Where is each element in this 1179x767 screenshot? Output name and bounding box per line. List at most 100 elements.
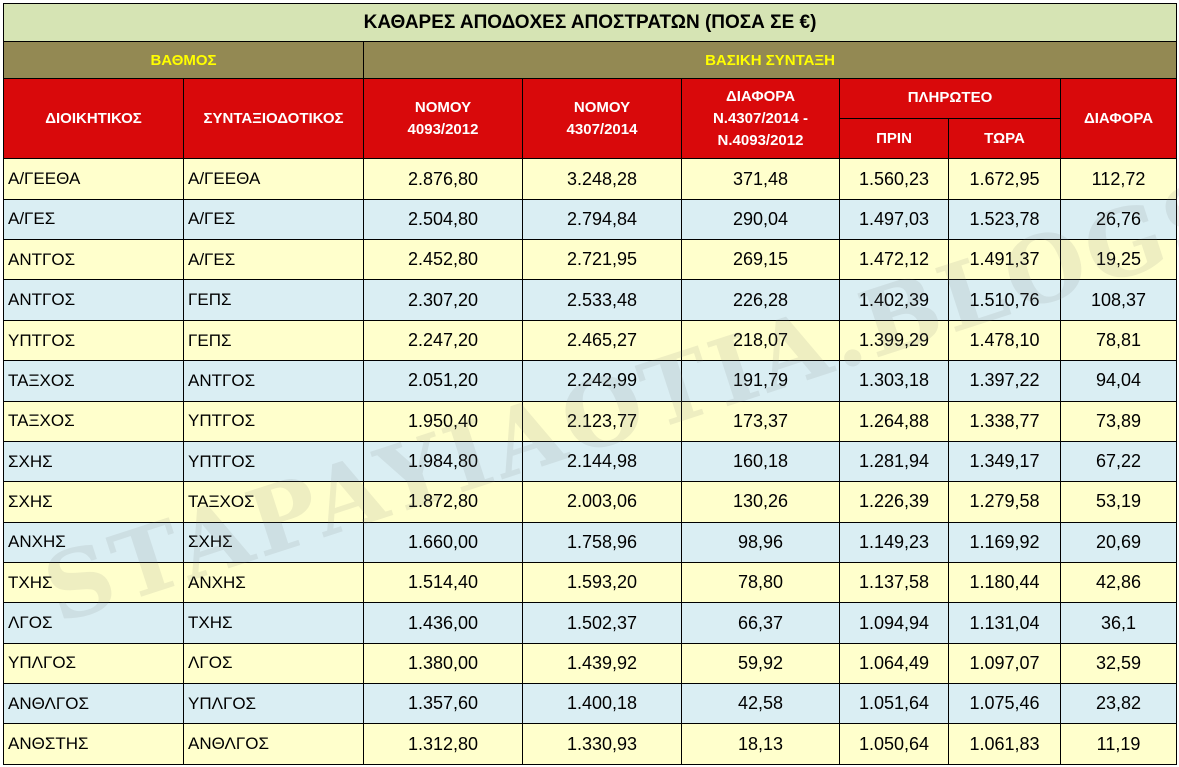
law-4307-cell: 1.330,93 <box>522 723 682 765</box>
law-diff-cell: 218,07 <box>681 319 840 362</box>
paid-before-cell: 1.264,88 <box>839 400 949 442</box>
law-diff-header-line2: Ν.4307/2014 - <box>712 109 809 127</box>
law-4093-cell: 1.357,60 <box>363 683 523 725</box>
diff-cell: 19,25 <box>1059 239 1178 281</box>
paid-now-cell: 1.397,22 <box>948 360 1061 402</box>
paid-before-cell: 1.472,12 <box>839 239 949 281</box>
pension-rank-cell: ΑΝΧΗΣ <box>183 561 364 604</box>
paid-before-cell: 1.497,03 <box>839 198 949 241</box>
admin-rank-cell: ΤΧΗΣ <box>3 561 184 604</box>
pension-rank-cell: ΥΠΤΓΟΣ <box>183 440 364 483</box>
paid-before-cell: 1.560,23 <box>839 158 949 200</box>
law-4307-cell: 1.502,37 <box>522 602 682 644</box>
paid-now-cell: 1.180,44 <box>948 561 1061 604</box>
diff-cell: 67,22 <box>1059 440 1178 483</box>
paid-now-cell: 1.131,04 <box>948 602 1061 644</box>
paid-now-cell: 1.672,95 <box>948 158 1061 200</box>
paid-now-cell: 1.491,37 <box>948 239 1061 281</box>
pension-rank-cell: ΥΠΤΓΟΣ <box>183 400 364 442</box>
law-diff-cell: 18,13 <box>681 723 840 765</box>
law-4093-cell: 1.436,00 <box>363 602 523 644</box>
pension-rank-cell: ΛΓΟΣ <box>183 642 364 685</box>
law-diff-header-line1: ΔΙΑΦΟΡΑ <box>725 87 796 105</box>
diff-cell: 42,86 <box>1059 561 1178 604</box>
law-diff-cell: 160,18 <box>681 440 840 483</box>
law-diff-cell: 191,79 <box>681 360 840 402</box>
admin-rank-cell: ΑΝΤΓΟΣ <box>3 239 184 281</box>
pension-rank-cell: ΑΝΘΛΓΟΣ <box>183 723 364 765</box>
law-diff-header: ΔΙΑΦΟΡΑ Ν.4307/2014 - Ν.4093/2012 <box>681 77 840 160</box>
law-4093-cell: 1.380,00 <box>363 642 523 685</box>
law-4307-cell: 1.593,20 <box>522 561 682 604</box>
law-4093-cell: 1.950,40 <box>363 400 523 442</box>
paid-before-cell: 1.051,64 <box>839 683 949 725</box>
paid-before-cell: 1.137,58 <box>839 561 949 604</box>
table-row: Α/ΓΕΣ Α/ΓΕΣ 2.504,80 2.794,84 290,04 1.497,03… <box>3 198 1178 241</box>
admin-rank-cell: ΑΝΧΗΣ <box>3 521 184 563</box>
table-row: ΑΝΤΓΟΣ ΓΕΠΣ 2.307,20 2.533,48 226,28 1.402,39… <box>3 279 1178 321</box>
table-row: ΤΑΞΧΟΣ ΑΝΤΓΟΣ 2.051,20 2.242,99 191,79 1.303,… <box>3 360 1178 402</box>
table-row: ΥΠΤΓΟΣ ΓΕΠΣ 2.247,20 2.465,27 218,07 1.399,29… <box>3 319 1178 362</box>
law-4307-cell: 1.439,92 <box>522 642 682 685</box>
paid-before-cell: 1.149,23 <box>839 521 949 563</box>
admin-rank-cell: ΤΑΞΧΟΣ <box>3 360 184 402</box>
paid-before-cell: 1.064,49 <box>839 642 949 685</box>
diff-cell: 78,81 <box>1059 319 1178 362</box>
law-4093-header: ΝΟΜΟΥ 4093/2012 <box>363 77 523 160</box>
law-4093-cell: 2.051,20 <box>363 360 523 402</box>
law-4093-header-line2: 4093/2012 <box>407 120 479 138</box>
admin-rank-header: ΔΙΟΙΚΗΤΙΚΟΣ <box>3 77 184 160</box>
admin-rank-cell: ΛΓΟΣ <box>3 602 184 644</box>
admin-rank-cell: ΣΧΗΣ <box>3 481 184 523</box>
paid-now-cell: 1.279,58 <box>948 481 1061 523</box>
pension-rank-cell: Α/ΓΕΕΘΑ <box>183 158 364 200</box>
law-4307-cell: 2.794,84 <box>522 198 682 241</box>
table-row: ΑΝΤΓΟΣ Α/ΓΕΣ 2.452,80 2.721,95 269,15 1.472,1… <box>3 239 1178 281</box>
table-title: ΚΑΘΑΡΕΣ ΑΠΟΔΟΧΕΣ ΑΠΟΣΤΡΑΤΩΝ (ΠΟΣΑ ΣΕ €) <box>2 2 1178 43</box>
law-4307-cell: 3.248,28 <box>522 158 682 200</box>
law-diff-cell: 290,04 <box>681 198 840 241</box>
law-4307-header: ΝΟΜΟΥ 4307/2014 <box>522 77 682 160</box>
diff-cell: 11,19 <box>1059 723 1178 765</box>
pension-rank-cell: ΥΠΛΓΟΣ <box>183 683 364 725</box>
law-diff-cell: 371,48 <box>681 158 840 200</box>
diff-cell: 53,19 <box>1059 481 1178 523</box>
law-4093-cell: 1.872,80 <box>363 481 523 523</box>
paid-before-cell: 1.050,64 <box>839 723 949 765</box>
admin-rank-cell: ΑΝΘΛΓΟΣ <box>3 683 184 725</box>
pension-group-header: ΒΑΣΙΚΗ ΣΥΝΤΑΞΗ <box>362 41 1178 79</box>
diff-cell: 108,37 <box>1059 279 1178 321</box>
table-row: ΛΓΟΣ ΤΧΗΣ 1.436,00 1.502,37 66,37 1.094,94 1.1… <box>3 602 1178 644</box>
pension-rank-cell: ΓΕΠΣ <box>183 319 364 362</box>
paid-now-cell: 1.061,83 <box>948 723 1061 765</box>
paid-now-cell: 1.523,78 <box>948 198 1061 241</box>
pension-rank-cell: ΓΕΠΣ <box>183 279 364 321</box>
diff-cell: 23,82 <box>1059 683 1178 725</box>
law-4307-cell: 1.758,96 <box>522 521 682 563</box>
paid-before-cell: 1.303,18 <box>839 360 949 402</box>
table-row: ΤΑΞΧΟΣ ΥΠΤΓΟΣ 1.950,40 2.123,77 173,37 1.264,… <box>3 400 1178 442</box>
law-diff-cell: 98,96 <box>681 521 840 563</box>
law-4093-header-line1: ΝΟΜΟΥ <box>414 98 472 116</box>
admin-rank-cell: ΑΝΤΓΟΣ <box>3 279 184 321</box>
paid-before-cell: 1.399,29 <box>839 319 949 362</box>
law-4307-header-line1: ΝΟΜΟΥ <box>573 98 631 116</box>
diff-cell: 36,1 <box>1059 602 1178 644</box>
paid-header: ΠΛΗΡΩΤΕΟ <box>839 77 1061 120</box>
paid-now-cell: 1.510,76 <box>948 279 1061 321</box>
paid-before-cell: 1.094,94 <box>839 602 949 644</box>
law-diff-cell: 130,26 <box>681 481 840 523</box>
law-4307-cell: 1.400,18 <box>522 683 682 725</box>
diff-cell: 20,69 <box>1059 521 1178 563</box>
law-diff-cell: 269,15 <box>681 239 840 281</box>
admin-rank-cell: ΥΠΛΓΟΣ <box>3 642 184 685</box>
law-4307-cell: 2.003,06 <box>522 481 682 523</box>
law-diff-cell: 66,37 <box>681 602 840 644</box>
diff-cell: 26,76 <box>1059 198 1178 241</box>
paid-now-cell: 1.478,10 <box>948 319 1061 362</box>
law-diff-cell: 173,37 <box>681 400 840 442</box>
admin-rank-cell: ΣΧΗΣ <box>3 440 184 483</box>
law-diff-header-line3: Ν.4093/2012 <box>717 131 804 149</box>
law-4307-cell: 2.123,77 <box>522 400 682 442</box>
table-row: ΣΧΗΣ ΤΑΞΧΟΣ 1.872,80 2.003,06 130,26 1.226,39… <box>3 481 1178 523</box>
